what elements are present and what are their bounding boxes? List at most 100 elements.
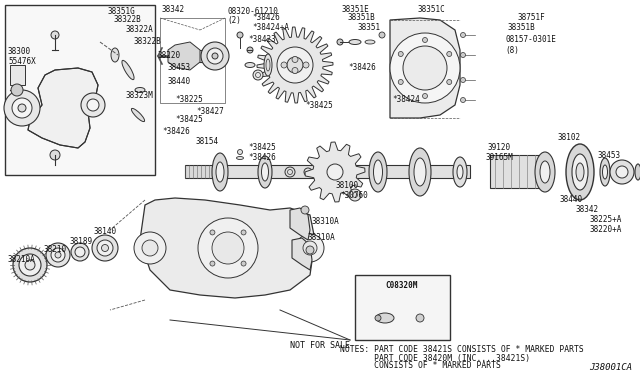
Circle shape <box>301 206 309 214</box>
Circle shape <box>398 80 403 84</box>
Ellipse shape <box>92 235 118 261</box>
Text: 38225+A: 38225+A <box>590 215 622 224</box>
Text: 38210: 38210 <box>44 246 67 254</box>
Text: 38140: 38140 <box>94 228 117 237</box>
Circle shape <box>134 232 166 264</box>
Circle shape <box>398 51 403 57</box>
Ellipse shape <box>572 154 588 190</box>
Text: 38323M: 38323M <box>125 90 153 99</box>
Ellipse shape <box>237 157 243 160</box>
Text: 38189: 38189 <box>70 237 93 247</box>
Ellipse shape <box>237 150 243 154</box>
Circle shape <box>142 240 158 256</box>
Ellipse shape <box>135 87 145 93</box>
Ellipse shape <box>75 247 85 257</box>
Ellipse shape <box>216 162 224 182</box>
Ellipse shape <box>258 156 272 188</box>
Circle shape <box>422 38 428 42</box>
Text: *38425: *38425 <box>305 100 333 109</box>
Circle shape <box>296 234 324 262</box>
Circle shape <box>303 62 309 68</box>
Ellipse shape <box>102 244 109 251</box>
Text: 38310A: 38310A <box>308 234 336 243</box>
Circle shape <box>416 314 424 322</box>
Text: 38351C: 38351C <box>418 6 445 15</box>
Ellipse shape <box>97 240 113 256</box>
Text: 38751F: 38751F <box>518 13 546 22</box>
Ellipse shape <box>212 153 228 191</box>
Circle shape <box>247 47 253 53</box>
Circle shape <box>241 230 246 235</box>
Circle shape <box>81 93 105 117</box>
Ellipse shape <box>535 152 555 192</box>
Ellipse shape <box>376 313 394 323</box>
Circle shape <box>447 51 452 57</box>
Ellipse shape <box>285 167 295 177</box>
Polygon shape <box>390 18 460 118</box>
Circle shape <box>292 67 298 74</box>
Circle shape <box>18 104 26 112</box>
Text: 38100: 38100 <box>335 180 358 189</box>
Circle shape <box>461 77 465 83</box>
Text: *38425: *38425 <box>248 144 276 153</box>
Text: (2): (2) <box>227 16 241 25</box>
Text: 55476X: 55476X <box>8 58 36 67</box>
Ellipse shape <box>13 248 47 282</box>
Circle shape <box>281 62 287 68</box>
Ellipse shape <box>55 252 61 258</box>
Ellipse shape <box>111 48 119 62</box>
Text: *38426: *38426 <box>162 128 189 137</box>
Bar <box>160 18 225 103</box>
Polygon shape <box>215 165 470 178</box>
Ellipse shape <box>71 243 89 261</box>
Ellipse shape <box>122 60 134 80</box>
Ellipse shape <box>253 70 263 80</box>
Ellipse shape <box>131 108 145 122</box>
Text: 08157-0301E: 08157-0301E <box>505 35 556 45</box>
Text: 38210A: 38210A <box>8 256 36 264</box>
Polygon shape <box>292 238 312 270</box>
Circle shape <box>241 261 246 266</box>
Text: J38001CA: J38001CA <box>589 363 632 372</box>
Polygon shape <box>490 155 545 188</box>
Circle shape <box>201 42 229 70</box>
Ellipse shape <box>262 163 269 181</box>
Circle shape <box>51 31 59 39</box>
Circle shape <box>12 98 32 118</box>
Circle shape <box>212 232 244 264</box>
Circle shape <box>210 230 215 235</box>
Text: 38220+A: 38220+A <box>590 225 622 234</box>
Text: NOTES: PART CODE 38421S CONSISTS OF * MARKED PARTS: NOTES: PART CODE 38421S CONSISTS OF * MA… <box>340 346 584 355</box>
Text: C08320M: C08320M <box>386 280 418 289</box>
Text: 38351B: 38351B <box>508 23 536 32</box>
Ellipse shape <box>374 160 383 184</box>
Circle shape <box>11 84 23 96</box>
Ellipse shape <box>51 248 65 262</box>
Circle shape <box>327 164 343 180</box>
Text: 38310A: 38310A <box>312 218 340 227</box>
Text: 38440: 38440 <box>560 196 583 205</box>
Text: 38342: 38342 <box>162 6 185 15</box>
Circle shape <box>292 57 298 62</box>
Text: 38154: 38154 <box>195 138 218 147</box>
Text: 38220: 38220 <box>158 51 181 60</box>
Ellipse shape <box>409 148 431 196</box>
Ellipse shape <box>602 165 607 179</box>
Text: 38322B: 38322B <box>114 16 141 25</box>
Circle shape <box>287 57 303 73</box>
Ellipse shape <box>414 158 426 186</box>
Polygon shape <box>290 208 310 240</box>
Text: *38424: *38424 <box>392 96 420 105</box>
Circle shape <box>422 93 428 99</box>
Polygon shape <box>140 198 315 298</box>
Ellipse shape <box>349 39 361 45</box>
Text: *38425: *38425 <box>175 115 203 125</box>
Ellipse shape <box>540 161 550 183</box>
Text: PART CODE 38420M (INC....38421S): PART CODE 38420M (INC....38421S) <box>340 353 530 362</box>
Circle shape <box>447 80 452 84</box>
Ellipse shape <box>600 158 610 186</box>
Text: 38102: 38102 <box>558 134 581 142</box>
Circle shape <box>616 166 628 178</box>
Text: NOT FOR SALE: NOT FOR SALE <box>290 340 350 350</box>
Text: *38225: *38225 <box>175 96 203 105</box>
